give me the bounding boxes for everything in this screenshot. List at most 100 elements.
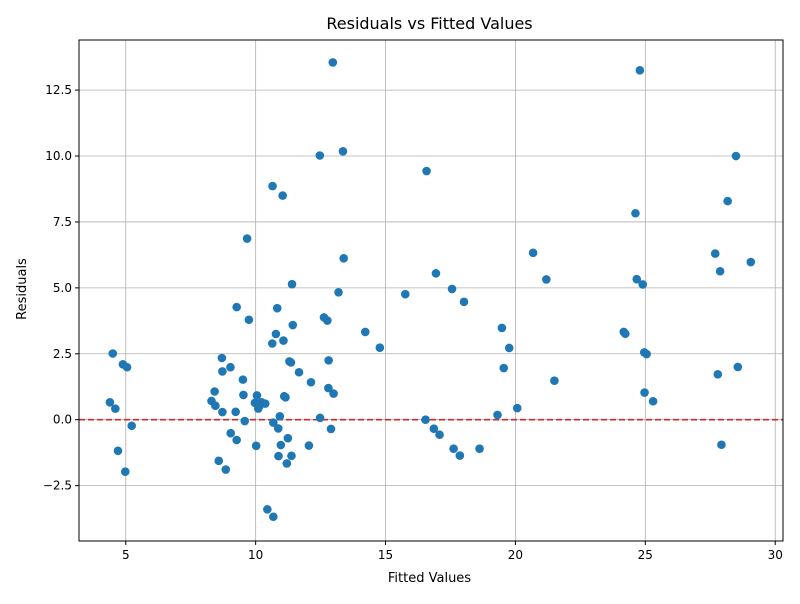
data-point (113, 446, 123, 456)
data-point (338, 146, 348, 156)
data-point (621, 329, 630, 339)
data-point (253, 404, 263, 413)
data-point (733, 362, 743, 372)
data-point (746, 257, 756, 267)
data-point (238, 375, 248, 384)
data-point (429, 424, 439, 433)
data-point (715, 266, 725, 276)
data-point (315, 151, 325, 160)
data-point (273, 424, 283, 433)
x-tick-label: 30 (768, 548, 783, 562)
data-point (334, 288, 343, 297)
data-point (108, 349, 118, 358)
data-point (640, 388, 649, 397)
data-point (731, 151, 741, 161)
data-point (638, 280, 648, 289)
y-tick-label: 0.0 (53, 413, 72, 427)
data-point (449, 444, 458, 454)
data-point (339, 254, 349, 263)
x-axis-label: Fitted Values (388, 571, 471, 586)
data-point (279, 336, 288, 345)
data-point (211, 401, 220, 411)
y-tick-label: −2.5 (43, 479, 72, 493)
data-point (269, 418, 278, 427)
data-point (239, 390, 248, 400)
data-point (226, 428, 236, 438)
data-point (274, 451, 283, 461)
data-point (287, 451, 296, 461)
x-tick-label: 10 (248, 548, 263, 562)
data-point (328, 58, 338, 67)
data-point (723, 196, 732, 206)
data-point (632, 274, 642, 284)
data-point (127, 421, 137, 431)
chart-title: Residuals vs Fitted Values (326, 14, 532, 33)
data-point (214, 456, 224, 466)
data-point (635, 66, 645, 75)
data-point (286, 358, 296, 367)
data-point (497, 323, 507, 333)
data-points (105, 58, 756, 522)
data-point (648, 396, 658, 406)
data-point (360, 327, 370, 337)
data-point (240, 416, 250, 426)
data-point (218, 367, 227, 376)
data-point (713, 370, 723, 379)
data-point (717, 440, 726, 450)
data-point (375, 343, 385, 353)
data-point (276, 440, 286, 450)
data-point (455, 451, 465, 460)
data-point (252, 391, 262, 400)
data-point (218, 407, 227, 417)
data-point (550, 376, 559, 385)
data-point (122, 362, 132, 372)
data-point (231, 407, 240, 417)
data-point (642, 349, 651, 359)
data-point (111, 404, 120, 413)
data-point (421, 415, 430, 425)
data-point (631, 208, 640, 218)
data-point (324, 356, 333, 365)
data-point (271, 329, 281, 339)
data-point (105, 398, 115, 407)
data-point (217, 353, 227, 363)
data-point (431, 269, 441, 278)
data-point (323, 316, 332, 325)
data-point (512, 403, 522, 413)
data-point (275, 411, 285, 421)
data-point (504, 343, 514, 353)
y-tick-label: 7.5 (53, 215, 72, 229)
data-point (232, 435, 241, 445)
data-point (306, 377, 316, 387)
data-point (329, 389, 338, 398)
data-point (447, 284, 457, 294)
data-point (710, 249, 720, 258)
data-point (282, 459, 292, 468)
x-tick-label: 5 (122, 548, 130, 562)
data-point (226, 362, 235, 372)
data-point (324, 383, 333, 393)
data-point (422, 166, 431, 176)
data-point (283, 433, 293, 443)
data-point (251, 441, 261, 451)
data-point (120, 467, 130, 476)
data-point (232, 302, 241, 312)
data-point (475, 444, 484, 454)
data-point (287, 279, 297, 289)
y-tick-label: 10.0 (45, 149, 72, 163)
data-point (304, 441, 314, 450)
y-tick-label: 12.5 (45, 83, 72, 97)
x-tick-label: 20 (508, 548, 523, 562)
axes-frame (78, 39, 784, 542)
y-axis-label: Residuals (15, 258, 30, 320)
data-point (242, 234, 252, 243)
data-point (278, 191, 287, 200)
x-tick-label: 25 (638, 548, 653, 562)
data-point (326, 424, 336, 434)
data-point (542, 275, 551, 284)
data-point (528, 248, 538, 258)
data-point (210, 387, 219, 396)
y-tick-label: 5.0 (53, 281, 72, 295)
